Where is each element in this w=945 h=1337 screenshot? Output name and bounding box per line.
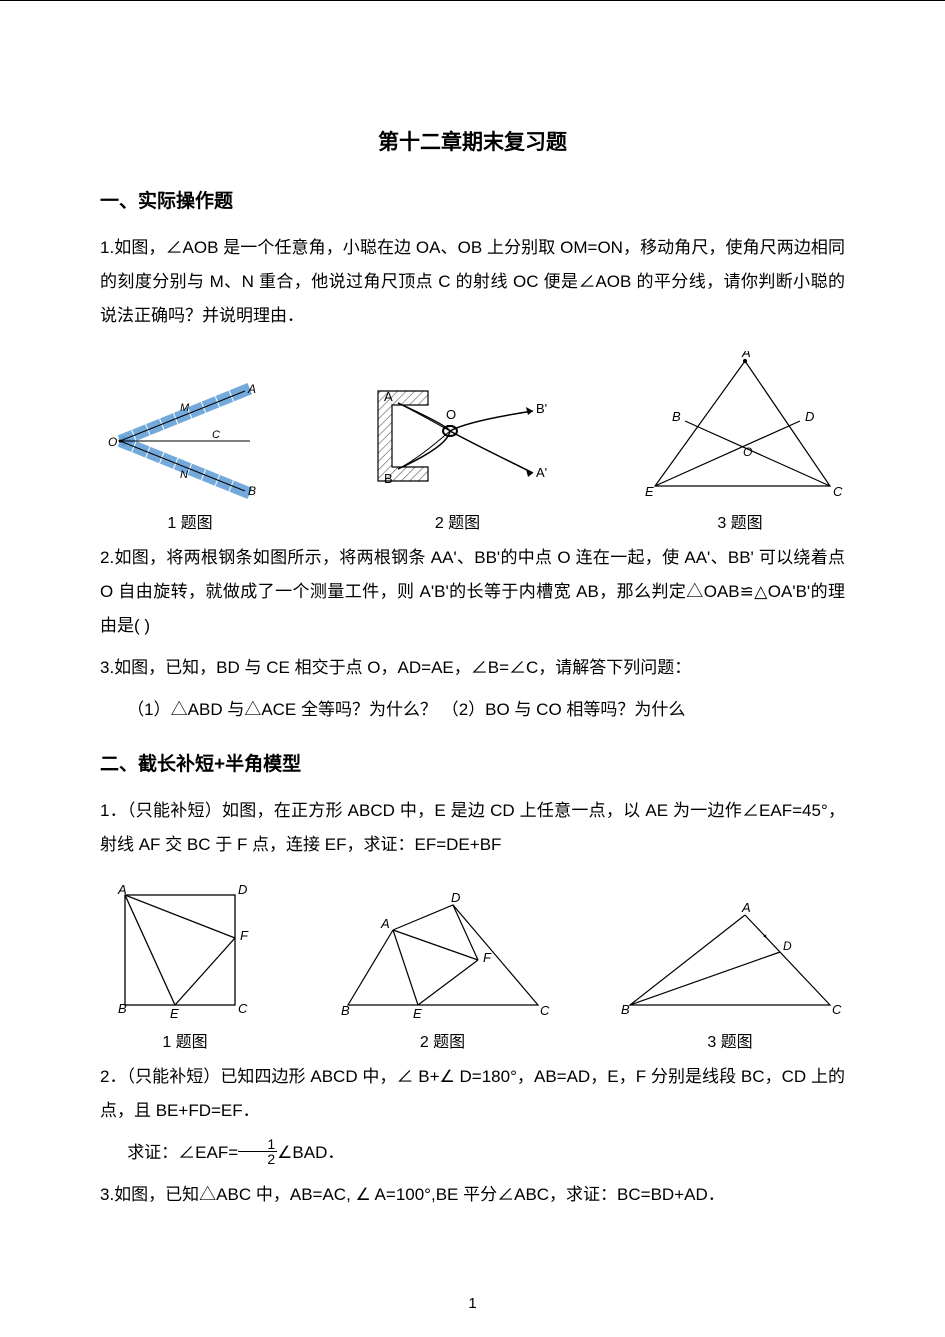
s2f3-B: B [621,1002,630,1017]
s2f1-F: F [240,928,249,943]
s1-fig2-cap: 2 题图 [435,509,480,533]
s2-fig3-cap: 3 题图 [707,1028,752,1052]
s2-q2b-prefix: 求证：∠EAF= [127,1143,238,1162]
s2-q2a: 2．（只能补短）已知四边形 ABCD 中，∠ B+∠ D=180°，AB=AD，… [100,1060,845,1128]
s2-fig1-svg: A D B C E F [100,880,270,1020]
s2-fig1: A D B C E F 1 题图 [100,880,270,1052]
s1-q3-sub: （1）△ABD 与△ACE 全等吗？为什么？ （2）BO 与 CO 相等吗？为什… [100,693,845,727]
s2-figure-row: A D B C E F 1 题图 A D [100,880,845,1052]
label-O3: O [743,445,752,459]
fraction-half: 12 [238,1137,277,1166]
label-Ap: A' [536,465,547,480]
s2-fig2: A D B C E F 2 题图 [333,890,553,1052]
s2f1-C: C [238,1001,248,1016]
label-E3: E [645,484,654,499]
s2f3-A: A [741,900,751,915]
label-D3: D [805,409,814,424]
label-B3: B [672,409,681,424]
s2f1-D: D [238,882,247,897]
s2-fig1-cap: 1 题图 [162,1028,207,1052]
label-O2: O [446,407,456,422]
frac-num: 1 [238,1137,277,1152]
section-1-heading: 一、实际操作题 [100,186,845,213]
frac-den: 2 [238,1152,277,1166]
s2-fig2-cap: 2 题图 [420,1028,465,1052]
s2-q3: 3.如图，已知△ABC 中，AB=AC, ∠ A=100°,BE 平分∠ABC，… [100,1178,845,1212]
label-B: B [248,484,256,498]
s2f2-F: F [483,950,492,965]
label-O: O [108,435,117,449]
label-M: M [180,402,190,414]
s2-q1: 1．（只能补短）如图，在正方形 ABCD 中，E 是边 CD 上任意一点，以 A… [100,794,845,862]
s1-fig1: O M N C A B 1 题图 [100,371,280,533]
s2f1-E: E [170,1006,179,1020]
s2f3-C: C [832,1002,842,1017]
s2f3-D: D [783,939,792,953]
s2f1-B: B [118,1001,127,1016]
s2f1-A: A [117,882,127,897]
page: 第十二章期末复习题 一、实际操作题 1.如图，∠AOB 是一个任意角，小聪在边 … [0,0,945,1337]
s2-fig2-svg: A D B C E F [333,890,553,1020]
label-C3: C [833,484,843,499]
label-A2: A [384,389,393,404]
s2-q2b: 求证：∠EAF=12∠BAD． [100,1136,845,1170]
s2-fig3: A B C D 3 题图 [615,900,845,1052]
s1-figure-row: O M N C A B 1 题图 [100,351,845,533]
label-N: N [180,469,188,481]
s1-q2: 2.如图，将两根钢条如图所示，将两根钢条 AA'、BB'的中点 O 连在一起，使… [100,541,845,643]
s1-q3: 3.如图，已知，BD 与 CE 相交于点 O，AD=AE，∠B=∠C，请解答下列… [100,651,845,685]
s1-fig2: O A B B' A' 2 题图 [358,371,558,533]
s2f2-C: C [540,1003,550,1018]
label-Bp: B' [536,401,547,416]
label-A: A [247,382,256,396]
label-A3: A [741,351,751,360]
s1-fig1-svg: O M N C A B [100,371,280,501]
s2f2-A: A [380,916,390,931]
s2f2-D: D [451,890,460,905]
s2f2-B: B [341,1003,350,1018]
s1-fig3: A B D O E C 3 题图 [635,351,845,533]
s2-fig3-svg: A B C D [615,900,845,1020]
s2-q2b-suffix: ∠BAD． [277,1143,344,1162]
page-number: 1 [0,1295,945,1312]
label-C: C [212,429,220,441]
s1-fig1-cap: 1 题图 [167,509,212,533]
doc-title: 第十二章期末复习题 [100,126,845,156]
section-2-heading: 二、截长补短+半角模型 [100,749,845,776]
s1-fig3-svg: A B D O E C [635,351,845,501]
label-B2: B [384,471,393,486]
s1-fig3-cap: 3 题图 [717,509,762,533]
s1-fig2-svg: O A B B' A' [358,371,558,501]
s2f2-E: E [413,1006,422,1020]
s1-q1: 1.如图，∠AOB 是一个任意角，小聪在边 OA、OB 上分别取 OM=ON，移… [100,231,845,333]
